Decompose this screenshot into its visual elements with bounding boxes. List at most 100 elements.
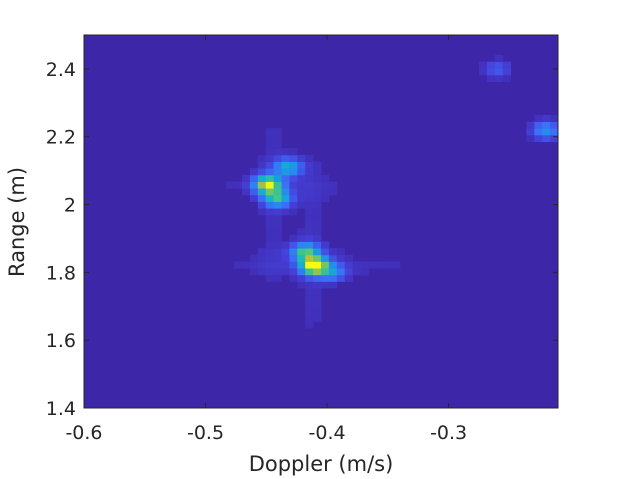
heatmap-cell [289,201,298,209]
heatmap-cell [265,241,274,249]
heatmap-cell [494,54,504,63]
x-tick-label: -0.4 [309,422,346,444]
heatmap-cell [550,121,558,129]
heatmap-cell [249,168,259,176]
heatmap-cell [313,268,322,276]
heatmap-cell [336,268,346,276]
x-tick-label: -0.3 [430,422,467,444]
heatmap-cell [376,261,385,269]
heatmap-cell [305,168,314,176]
heatmap-cell [265,254,274,262]
heatmap-cell [273,214,282,222]
heatmap-cell [344,254,353,262]
heatmap-cell [305,214,314,222]
heatmap-cell [281,268,290,276]
heatmap-cell [336,261,346,269]
heatmap-cell [313,188,322,196]
y-tick-label: 2.4 [46,59,76,81]
heatmap-cell [305,234,314,242]
heatmap-cell [265,134,274,142]
heatmap-cell [542,128,551,136]
heatmap-cell [321,274,330,282]
heatmap-cell [328,281,338,289]
heatmap-cell [273,181,282,189]
heatmap-cell [479,61,488,69]
heatmap-cell [305,221,314,229]
heatmap-cell [289,181,298,189]
heatmap-cell [305,314,314,322]
heatmap-cell [289,241,298,249]
heatmap-cell [313,214,322,222]
heatmap-cell [297,181,306,189]
heatmap-cell [242,261,251,269]
heatmap-cell [328,274,338,282]
x-axis-label: Doppler (m/s) [249,452,394,476]
heatmap-cell [305,194,314,202]
heatmap-cell [281,201,290,209]
heatmap-cell [265,161,274,169]
heatmap-cell [265,208,274,216]
heatmap-cell [313,194,322,202]
heatmap-cell [289,194,298,202]
heatmap-cell [313,181,322,189]
plot-area [84,35,558,408]
heatmap-cell [305,288,314,296]
heatmap-cell [384,261,393,269]
heatmap-cell [281,254,290,262]
heatmap-cell [273,134,282,142]
heatmap-cell [257,254,267,262]
heatmap-cell [265,221,274,229]
heatmap-cell [328,268,338,276]
heatmap-cell [392,261,401,269]
heatmap-cell [234,181,243,189]
heatmap-cell [313,281,322,289]
heatmap-cell [297,254,306,262]
heatmap-cell [313,208,322,216]
y-tick-label: 2.2 [46,127,76,149]
heatmap-cell [305,174,314,182]
heatmap-cell [526,128,535,136]
heatmap-cell [265,181,274,189]
heatmap-cell [289,254,298,262]
heatmap-cell [257,181,267,189]
heatmap-cell [257,154,267,162]
heatmap-cell [249,174,259,182]
heatmap-cell [242,181,251,189]
heatmap-cell [542,134,551,142]
heatmap-cell [534,114,543,122]
heatmap-cell [273,254,282,262]
heatmap-cell [249,254,259,262]
heatmap-cell [313,301,322,309]
heatmap-cell [265,141,274,149]
heatmap-cell [344,261,353,269]
heatmap-cell [305,321,314,329]
heatmap-cell [265,128,274,136]
heatmap-cell [494,74,504,83]
heatmap-cell [281,261,290,269]
heatmap-cell [257,168,267,176]
heatmap-cell [313,241,322,249]
heatmap-cell [257,261,267,269]
heatmap-cell [273,261,282,269]
x-tick-label: -0.5 [187,422,224,444]
heatmap-cell [297,174,306,182]
heatmap-cell [249,194,259,202]
heatmap-cell [257,248,267,256]
heatmap-cell [321,254,330,262]
heatmap-cell [328,181,338,189]
heatmap-cell [305,188,314,196]
heatmap-cell [265,214,274,222]
heatmap-cell [313,261,322,269]
heatmap-cell [305,274,314,282]
heatmap-cell [265,268,274,276]
heatmap-cell [297,188,306,196]
heatmap-cell [486,61,496,69]
heatmap-cell [305,268,314,276]
heatmap-cell [297,228,306,236]
heatmap-cell [273,268,282,276]
heatmap-cell [265,261,274,269]
x-axis-ticks: -0.6 -0.5 -0.4 -0.3 [65,35,467,444]
y-tick-label: 1.4 [46,398,76,420]
heatmap-cell [249,261,259,269]
heatmap-cell [297,234,306,242]
